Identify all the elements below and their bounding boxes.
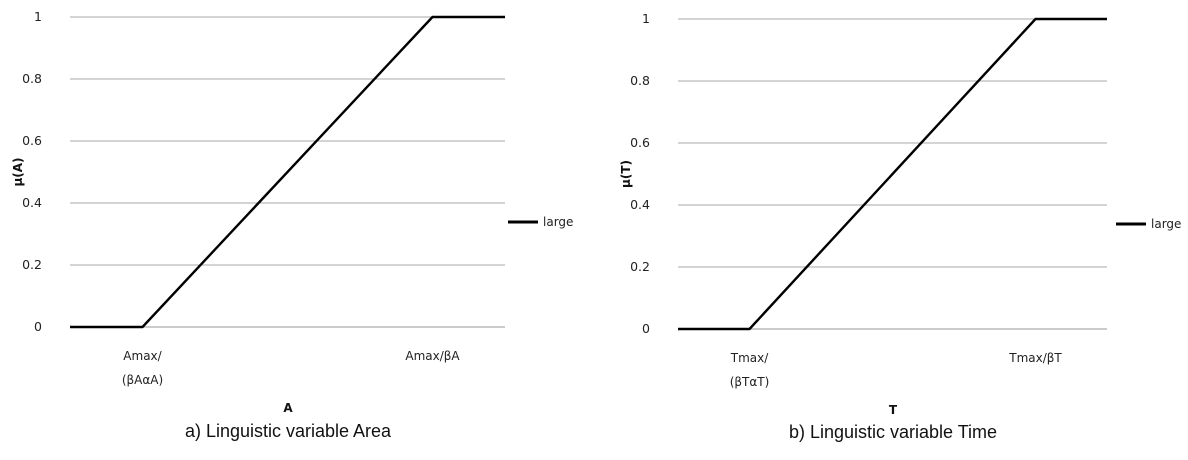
- y-tick-label: 0.4: [630, 197, 650, 212]
- x-category-label: Amax/ (βAαA): [122, 349, 163, 387]
- x-category-label: Tmax/βT: [1008, 351, 1062, 365]
- y-tick-label: 0.8: [630, 73, 650, 88]
- y-tick-label: 0.4: [22, 195, 42, 210]
- x-axis-label: A: [283, 401, 293, 415]
- legend-label: large: [543, 215, 573, 229]
- series-line-large: [70, 15, 505, 329]
- x-category-line: Amax/βA: [405, 349, 460, 363]
- x-category-label: Tmax/ (βTαT): [730, 351, 770, 389]
- y-tick-label: 0.6: [22, 133, 42, 148]
- y-tick-label: 0.2: [630, 259, 650, 274]
- y-axis-label: μ(T): [619, 160, 633, 188]
- legend-label: large: [1151, 217, 1181, 231]
- y-tick-label: 0.8: [22, 71, 42, 86]
- y-tick-label: 1: [642, 11, 650, 26]
- y-tick-label: 0.6: [630, 135, 650, 150]
- y-tick-label: 1: [34, 9, 42, 24]
- x-category-line: Amax/: [123, 349, 162, 363]
- x-category-line: Tmax/: [730, 351, 769, 365]
- y-axis-label: μ(A): [11, 157, 25, 186]
- y-tick-label: 0: [34, 319, 42, 334]
- y-tick-label: 0.2: [22, 257, 42, 272]
- figure-caption: b) Linguistic variable Time: [789, 422, 997, 442]
- x-category-line: Tmax/βT: [1008, 351, 1062, 365]
- series-line-large: [678, 17, 1107, 331]
- chart-panel-2: 0 0.2 0.4 0.6 0.8 1 Tmax/ (βTαT) Tmax/βT Tμ(T) lar…: [619, 11, 1181, 442]
- x-category-line: (βTαT): [730, 375, 770, 389]
- chart-panel-1: 0 0.2 0.4 0.6 0.8 1 Amax/ (βAαA) Amax/βA Aμ(A) lar…: [11, 9, 573, 441]
- x-axis-label: T: [889, 403, 898, 417]
- figure-caption: a) Linguistic variable Area: [185, 421, 392, 441]
- x-category-line: (βAαA): [122, 373, 163, 387]
- x-category-label: Amax/βA: [405, 349, 460, 363]
- y-tick-label: 0: [642, 321, 650, 336]
